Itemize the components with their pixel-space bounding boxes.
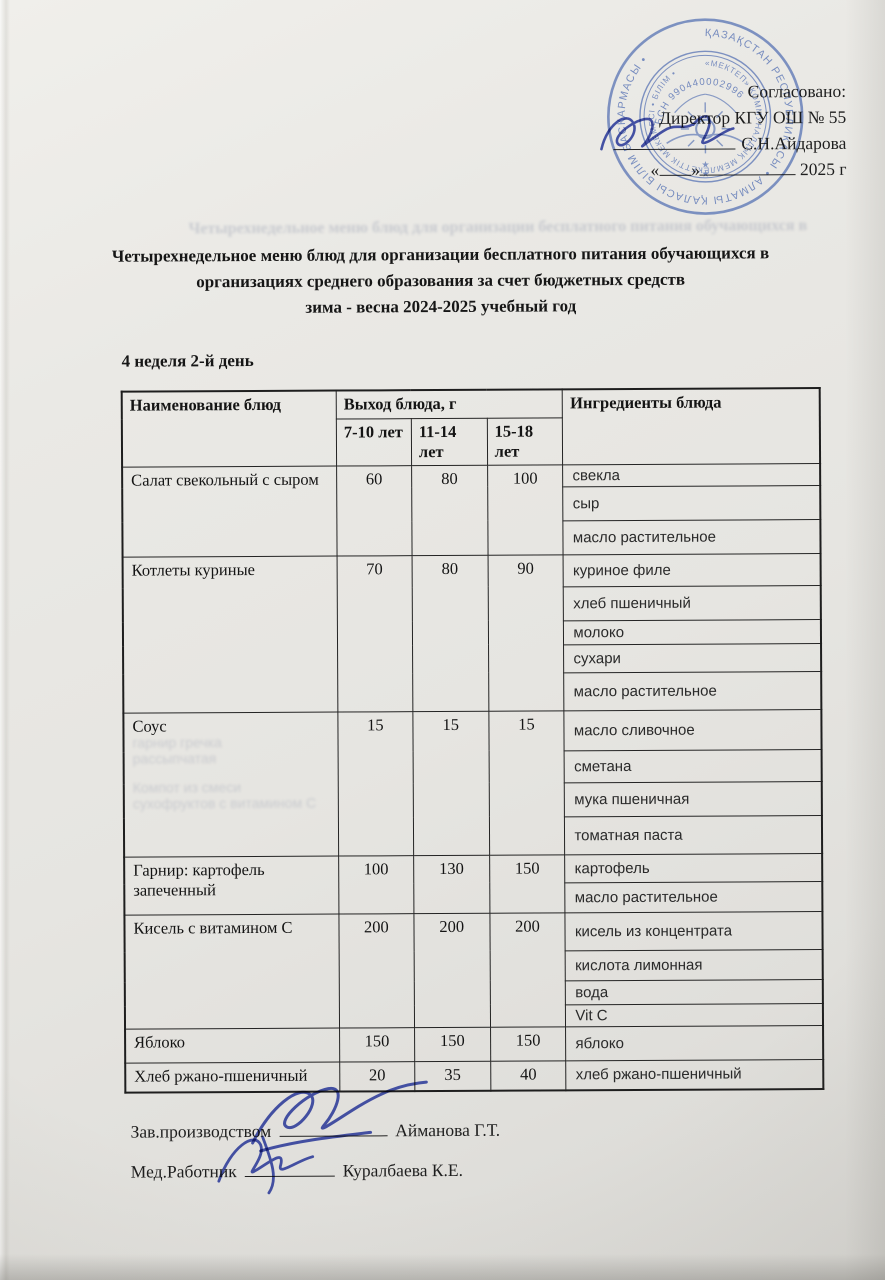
dish-name-cell: Котлеты куриные: [122, 555, 338, 713]
ingredient-cell: кисель из концентрата: [565, 911, 823, 951]
signature-block: Зав.производством Айманова Г.Т. Мед.Работ…: [130, 1114, 501, 1196]
portion-11-14-cell: 35: [414, 1060, 491, 1092]
document-title: Четырехнедельное меню блюд для организац…: [80, 240, 800, 322]
portion-11-14-cell: 80: [411, 464, 488, 556]
ingredient-cell: масло растительное: [565, 881, 823, 913]
ingredient-cell: масло сливочное: [564, 709, 822, 751]
production-name: Айманова Г.Т.: [395, 1119, 501, 1141]
svg-text:★: ★: [701, 160, 709, 170]
portion-15-18-cell: 40: [490, 1060, 567, 1091]
production-label: Зав.производством: [130, 1120, 272, 1142]
dish-name-cell: Гарнир: картофель запеченный: [124, 855, 339, 915]
portion-11-14-cell: 130: [413, 854, 490, 914]
official-stamp: ҚАЗАҚСТАН РЕСПУБЛИКАСЫ • АЛМАТЫ ҚАЛАСЫ Б…: [607, 18, 804, 215]
svg-text:ҚАЗАҚСТАН РЕСПУБЛИКАСЫ • АЛМАТ: ҚАЗАҚСТАН РЕСПУБЛИКАСЫ • АЛМАТЫ ҚАЛАСЫ Б…: [615, 26, 795, 206]
ingredient-cell: молоко: [563, 619, 822, 645]
portion-7-10-cell: 15: [337, 711, 414, 856]
dish-name-cell: Салат свекольный с сыром: [122, 465, 337, 557]
medical-signature-line: Мед.Работник Куралбаева К.Е.: [131, 1154, 501, 1196]
ingredient-cell: мука пшеничная: [564, 781, 822, 817]
portion-11-14-cell: 80: [411, 554, 489, 712]
svg-text:★: ★: [701, 169, 709, 179]
portion-11-14-cell: 200: [413, 912, 491, 1028]
ingredient-cell: хлеб ржано-пшеничный: [566, 1059, 824, 1091]
title-line-3: зима - весна 2024-2025 учебный год: [305, 296, 577, 317]
ingredient-cell: картофель: [565, 853, 823, 883]
portion-7-10-cell: 70: [336, 555, 413, 712]
signature-blank-line: [244, 1161, 335, 1178]
ingredient-cell: томатная паста: [564, 815, 823, 855]
menu-table-row: Соус 15 15 15 масло сливочное: [123, 709, 822, 857]
ingredient-cell: куриное филе: [563, 553, 821, 587]
dish-name-cell: Соус: [123, 711, 339, 857]
portion-7-10-cell: 200: [338, 913, 415, 1028]
stamp-stars: ★★: [701, 160, 709, 179]
medical-label: Мед.Работник: [130, 1161, 237, 1182]
col-header-age-11-14: 11-14 лет: [411, 417, 488, 466]
dish-name-cell: Хлеб ржано-пшеничный: [125, 1061, 340, 1093]
menu-table-row: Кисель с витамином С 200 200 200 кисель из к…: [124, 911, 823, 1029]
ingredient-cell: яблоко: [565, 1025, 824, 1061]
week-day-subtitle: 4 неделя 2-й день: [121, 350, 254, 371]
portion-11-14-cell: 15: [412, 710, 490, 856]
menu-table: Наименование блюд Выход блюда, г Ингреди…: [120, 387, 825, 1094]
title-line-1: Четырехнедельное меню блюд для организац…: [111, 243, 770, 266]
portion-15-18-cell: 200: [489, 912, 566, 1027]
menu-table-header: Наименование блюд Выход блюда, г Ингреди…: [121, 388, 821, 467]
ingredient-cell: сыр: [563, 485, 821, 521]
ingredient-cell: вода: [565, 979, 823, 1005]
col-header-dish: Наименование блюд: [121, 390, 337, 467]
production-signature-line: Зав.производством Айманова Г.Т.: [130, 1114, 501, 1156]
title-line-2: организациях среднего образования за сче…: [196, 269, 686, 292]
portion-7-10-cell: 100: [338, 855, 414, 914]
ingredient-cell: Vit C: [565, 1003, 824, 1027]
col-header-ingredients: Ингредиенты блюда: [562, 388, 821, 465]
portion-15-18-cell: 150: [490, 1026, 567, 1061]
ingredient-cell: масло растительное: [564, 671, 822, 711]
medical-name: Куралбаева К.Е.: [342, 1159, 464, 1181]
stamp-emblem: [666, 93, 745, 154]
menu-table-row: Хлеб ржано-пшеничный 20 35 40 хлеб ржано-пше…: [125, 1059, 824, 1093]
ingredient-cell: кислота лимонная: [565, 949, 823, 981]
menu-table-row: Гарнир: картофель запеченный 100 130 150 кар…: [124, 853, 823, 915]
stamp-outer-text: ҚАЗАҚСТАН РЕСПУБЛИКАСЫ • АЛМАТЫ ҚАЛАСЫ Б…: [615, 26, 795, 206]
dish-name-cell: Яблоко: [125, 1027, 340, 1063]
menu-table-body: Салат свекольный с сыром 60 80 100 свекла сыр…: [122, 463, 824, 1093]
bleed-through-text: Четырехнедельное меню блюд для организац…: [188, 217, 808, 238]
portion-7-10-cell: 150: [339, 1027, 415, 1062]
col-header-age-15-18: 15-18 лет: [486, 417, 563, 465]
portion-15-18-cell: 90: [487, 554, 565, 711]
ingredient-cell: сухари: [563, 643, 822, 673]
portion-7-10-cell: 20: [339, 1061, 415, 1092]
ingredient-cell: хлеб пшеничный: [563, 585, 821, 621]
portion-15-18-cell: 100: [487, 464, 564, 555]
menu-table-row: Котлеты куриные 70 80 90 куриное филе: [122, 553, 821, 713]
col-header-age-7-10: 7-10 лет: [336, 418, 412, 466]
ingredient-cell: масло растительное: [563, 519, 821, 555]
ingredient-cell: свекла: [562, 463, 821, 487]
portion-15-18-cell: 150: [489, 854, 566, 913]
signature-blank-line: [279, 1121, 388, 1137]
portion-11-14-cell: 150: [414, 1026, 491, 1062]
ingredient-cell: сметана: [564, 749, 822, 783]
menu-table-row: Яблоко 150 150 150 яблоко: [125, 1025, 824, 1063]
dish-name-cell: Кисель с витамином С: [124, 913, 340, 1029]
col-header-output: Выход блюда, г: [336, 389, 563, 419]
portion-15-18-cell: 15: [488, 710, 566, 855]
portion-7-10-cell: 60: [336, 465, 412, 556]
